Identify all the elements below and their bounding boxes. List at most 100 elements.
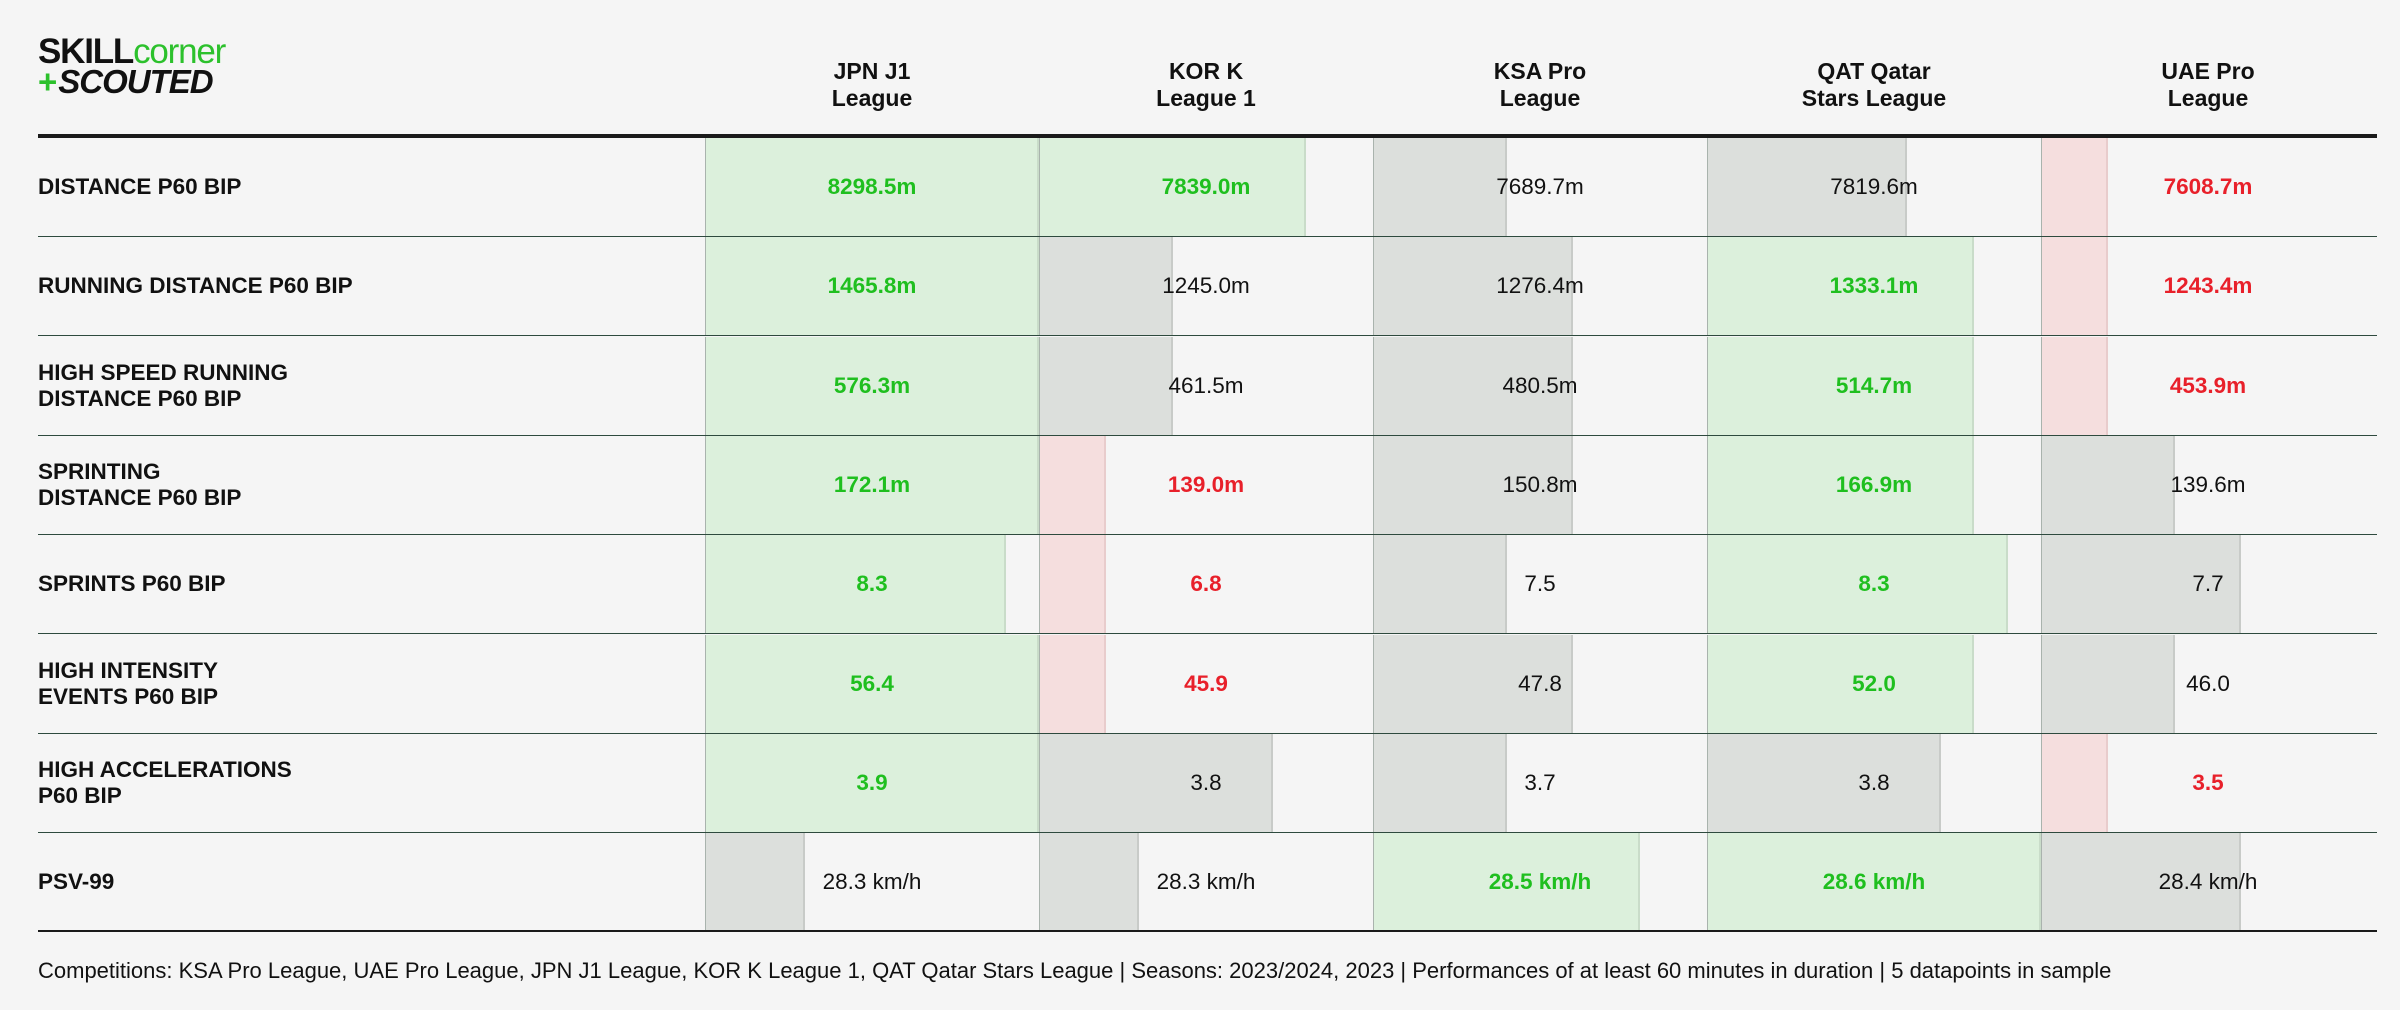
table-cell: 3.8: [1707, 733, 2041, 832]
cell-value: 514.7m: [1835, 372, 1913, 398]
value-bar-neutral: [1373, 733, 1507, 832]
cell-divider: [1373, 435, 1374, 534]
cell-divider: [705, 634, 706, 733]
table-row: HIGH SPEED RUNNING DISTANCE P60 BIP 576.3m…: [38, 336, 2377, 436]
column-header-uae-pro: UAE Pro League: [2041, 58, 2375, 118]
cell-value: 47.8: [1518, 670, 1562, 696]
metric-label: HIGH SPEED RUNNING DISTANCE P60 BIP: [38, 337, 678, 435]
table-row: HIGH ACCELERATIONS P60 BIP 3.9 3.8 3.7 3.8 3.5: [38, 733, 2377, 833]
cell-divider: [2041, 733, 2042, 832]
cell-divider: [1039, 833, 1040, 931]
skillcorner-scouted-logo: SKILLcorner +SCOUTED: [38, 34, 238, 100]
cell-value: 56.4: [850, 670, 894, 696]
value-bar-neutral: [2041, 535, 2242, 634]
cell-value: 28.4 km/h: [2158, 868, 2258, 894]
column-header-kor-k: KOR K League 1: [1039, 58, 1373, 118]
value-bar-worse: [2041, 733, 2108, 832]
table-cell: 56.4: [705, 634, 1039, 733]
table-cell: 3.5: [2041, 733, 2375, 832]
value-bar-better: [705, 336, 1039, 435]
cell-divider: [1707, 833, 1708, 931]
cell-divider: [705, 833, 706, 931]
value-bar-neutral: [1373, 138, 1507, 236]
metric-label-line: HIGH SPEED RUNNING: [38, 359, 289, 385]
table-cell: 28.5 km/h: [1373, 833, 1707, 931]
table-cell: 7819.6m: [1707, 138, 2041, 236]
cell-value: 3.5: [2192, 769, 2224, 795]
value-bar-worse: [1039, 535, 1106, 634]
cell-value: 461.5m: [1168, 372, 1244, 398]
cell-value: 139.0m: [1167, 471, 1245, 497]
table-cell: 480.5m: [1373, 336, 1707, 435]
value-bar-worse: [1039, 634, 1106, 733]
table-cell: 8298.5m: [705, 138, 1039, 236]
table-cell: 28.3 km/h: [705, 833, 1039, 931]
metric-label: DISTANCE P60 BIP: [38, 138, 678, 236]
column-header-line1: UAE Pro: [2161, 58, 2255, 84]
column-header-line2: Stars League: [1801, 85, 1947, 111]
value-bar-neutral: [1707, 733, 1941, 832]
cell-divider: [1373, 138, 1374, 236]
column-header-jpn-j1: JPN J1 League: [705, 58, 1039, 118]
value-bar-neutral: [2041, 435, 2175, 534]
cell-value: 1243.4m: [2163, 273, 2253, 299]
table-cell: 1333.1m: [1707, 237, 2041, 336]
cell-value: 28.6 km/h: [1822, 868, 1926, 894]
value-bar-worse: [2041, 138, 2108, 236]
table-row: SPRINTS P60 BIP 8.3 6.8 7.5 8.3 7.7: [38, 535, 2377, 635]
value-bar-neutral: [1707, 138, 1908, 236]
cell-value: 7.7: [2192, 571, 2224, 597]
table-row: SPRINTING DISTANCE P60 BIP 172.1m 139.0m 150…: [38, 435, 2377, 535]
cell-value: 3.9: [856, 769, 888, 795]
table-cell: 172.1m: [705, 435, 1039, 534]
table-cell: 7.5: [1373, 535, 1707, 634]
value-bar-better: [705, 733, 1039, 832]
metric-label: PSV-99: [38, 833, 678, 930]
cell-divider: [2041, 336, 2042, 435]
value-bar-worse: [2041, 237, 2108, 336]
table-cell: 28.4 km/h: [2041, 833, 2375, 931]
value-bar-neutral: [2041, 833, 2242, 931]
cell-value: 480.5m: [1502, 372, 1578, 398]
value-bar-better: [1707, 833, 2041, 931]
value-bar-better: [1039, 138, 1307, 236]
table-row: PSV-99 28.3 km/h 28.3 km/h 28.5 km/h 28.6 km…: [38, 833, 2377, 933]
value-bar-neutral: [1373, 435, 1574, 534]
value-bar-neutral: [1373, 237, 1574, 336]
metric-label: SPRINTING DISTANCE P60 BIP: [38, 436, 678, 534]
table-cell: 3.9: [705, 733, 1039, 832]
cell-value: 576.3m: [833, 372, 911, 398]
cell-divider: [705, 535, 706, 634]
table-cell: 576.3m: [705, 336, 1039, 435]
cell-value: 28.3 km/h: [1156, 868, 1256, 894]
cell-value: 150.8m: [1502, 471, 1578, 497]
cell-divider: [705, 733, 706, 832]
table-cell: 46.0: [2041, 634, 2375, 733]
metric-label-line: SPRINTING: [38, 458, 161, 484]
metric-label-line: SPRINTS P60 BIP: [38, 571, 226, 597]
column-header-line2: League: [1499, 85, 1581, 111]
cell-divider: [1039, 733, 1040, 832]
cell-value: 6.8: [1190, 571, 1222, 597]
value-bar-neutral: [1039, 336, 1173, 435]
table-row: RUNNING DISTANCE P60 BIP 1465.8m 1245.0m 12…: [38, 237, 2377, 337]
cell-value: 3.8: [1190, 769, 1222, 795]
cell-divider: [1039, 336, 1040, 435]
metric-label-line: HIGH INTENSITY: [38, 657, 219, 683]
cell-divider: [705, 435, 706, 534]
value-bar-neutral: [1373, 634, 1574, 733]
cell-divider: [2041, 634, 2042, 733]
value-bar-worse: [2041, 336, 2108, 435]
cell-divider: [1707, 634, 1708, 733]
cell-divider: [1707, 237, 1708, 336]
value-bar-better: [1707, 336, 1975, 435]
metric-label-line: DISTANCE P60 BIP: [38, 484, 242, 510]
table-row: HIGH INTENSITY EVENTS P60 BIP 56.4 45.9 47.8…: [38, 634, 2377, 734]
value-bar-neutral: [705, 833, 806, 931]
table-cell: 7839.0m: [1039, 138, 1373, 236]
table-cell: 453.9m: [2041, 336, 2375, 435]
value-bar-neutral: [2041, 634, 2175, 733]
value-bar-neutral: [1373, 336, 1574, 435]
value-bar-better: [1707, 237, 1975, 336]
table-cell: 8.3: [1707, 535, 2041, 634]
